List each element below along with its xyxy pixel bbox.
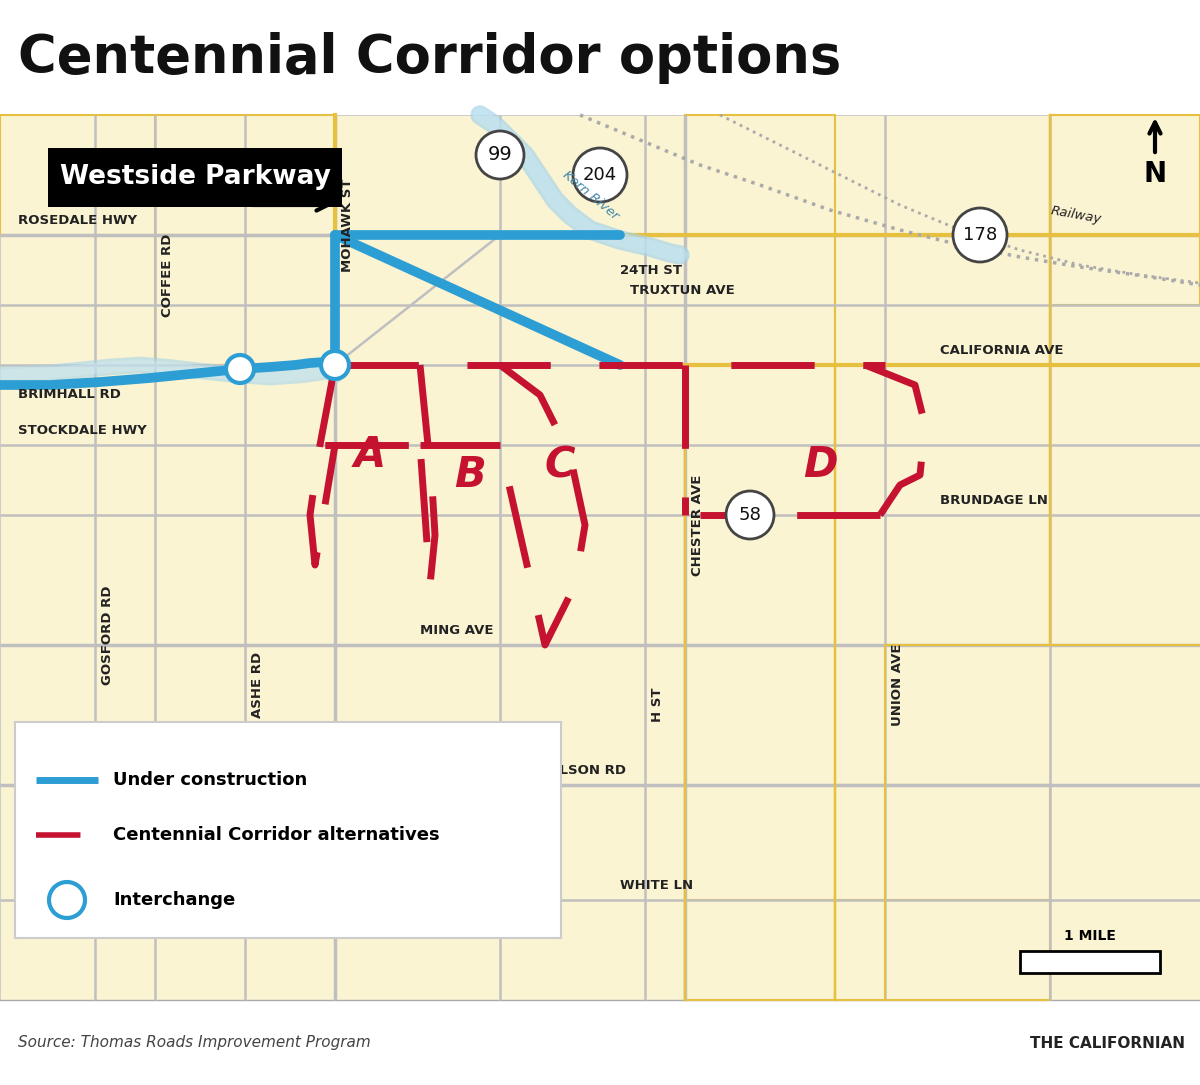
Text: 99: 99	[487, 145, 512, 165]
Text: 178: 178	[962, 226, 997, 244]
Text: CHESTER AVE: CHESTER AVE	[691, 474, 704, 576]
Text: WILSON RD: WILSON RD	[540, 764, 626, 777]
Text: B: B	[454, 454, 486, 496]
Circle shape	[49, 882, 85, 918]
FancyBboxPatch shape	[835, 786, 1050, 899]
FancyBboxPatch shape	[0, 115, 1200, 1000]
Text: C: C	[545, 444, 575, 486]
Text: 204: 204	[583, 166, 617, 184]
Circle shape	[726, 492, 774, 539]
Text: UNION AVE: UNION AVE	[890, 643, 904, 726]
Text: Source: Thomas Roads Improvement Program: Source: Thomas Roads Improvement Program	[18, 1035, 371, 1050]
Text: THE CALIFORNIAN: THE CALIFORNIAN	[1030, 1035, 1186, 1050]
Text: Railway: Railway	[1050, 204, 1103, 226]
Text: Kern River: Kern River	[560, 168, 622, 222]
Text: 24TH ST: 24TH ST	[620, 264, 682, 277]
FancyBboxPatch shape	[155, 115, 335, 235]
FancyBboxPatch shape	[685, 899, 835, 1000]
Text: BRUNDAGE LN: BRUNDAGE LN	[940, 494, 1048, 507]
FancyBboxPatch shape	[685, 115, 835, 235]
Text: D: D	[803, 444, 838, 486]
FancyBboxPatch shape	[48, 148, 342, 207]
Text: GOSFORD RD: GOSFORD RD	[101, 585, 114, 685]
Circle shape	[476, 131, 524, 179]
Text: Under construction: Under construction	[113, 771, 307, 789]
Text: MING AVE: MING AVE	[420, 624, 493, 637]
Text: A: A	[354, 434, 386, 476]
Text: TRUXTUN AVE: TRUXTUN AVE	[630, 284, 734, 297]
Circle shape	[953, 208, 1007, 261]
FancyBboxPatch shape	[1020, 950, 1160, 973]
Text: ROSEDALE HWY: ROSEDALE HWY	[18, 214, 137, 227]
Circle shape	[322, 352, 349, 379]
Text: CALIFORNIA AVE: CALIFORNIA AVE	[940, 344, 1063, 357]
FancyBboxPatch shape	[0, 115, 155, 235]
FancyBboxPatch shape	[0, 1000, 1200, 1085]
FancyBboxPatch shape	[0, 0, 1200, 115]
FancyBboxPatch shape	[1050, 115, 1200, 305]
FancyBboxPatch shape	[155, 235, 335, 365]
Text: BRIMHALL RD: BRIMHALL RD	[18, 388, 121, 401]
Circle shape	[226, 355, 254, 383]
Text: Westside Parkway: Westside Parkway	[60, 165, 330, 191]
Text: Interchange: Interchange	[113, 891, 235, 909]
Text: STOCKDALE HWY: STOCKDALE HWY	[18, 424, 146, 437]
Text: 1 MILE: 1 MILE	[1064, 929, 1116, 943]
Text: Centennial Corridor options: Centennial Corridor options	[18, 31, 841, 84]
Text: MOHAWK ST: MOHAWK ST	[341, 178, 354, 271]
Text: COFFEE RD: COFFEE RD	[161, 233, 174, 317]
Text: N: N	[1144, 159, 1166, 188]
FancyBboxPatch shape	[14, 722, 562, 939]
Text: Centennial Corridor alternatives: Centennial Corridor alternatives	[113, 826, 439, 844]
FancyBboxPatch shape	[835, 235, 1050, 365]
Text: 58: 58	[738, 506, 762, 524]
Text: H ST: H ST	[650, 688, 664, 723]
FancyBboxPatch shape	[835, 899, 1050, 1000]
Text: WHITE LN: WHITE LN	[620, 879, 694, 892]
Circle shape	[574, 148, 628, 202]
Text: ASHE RD: ASHE RD	[251, 652, 264, 718]
